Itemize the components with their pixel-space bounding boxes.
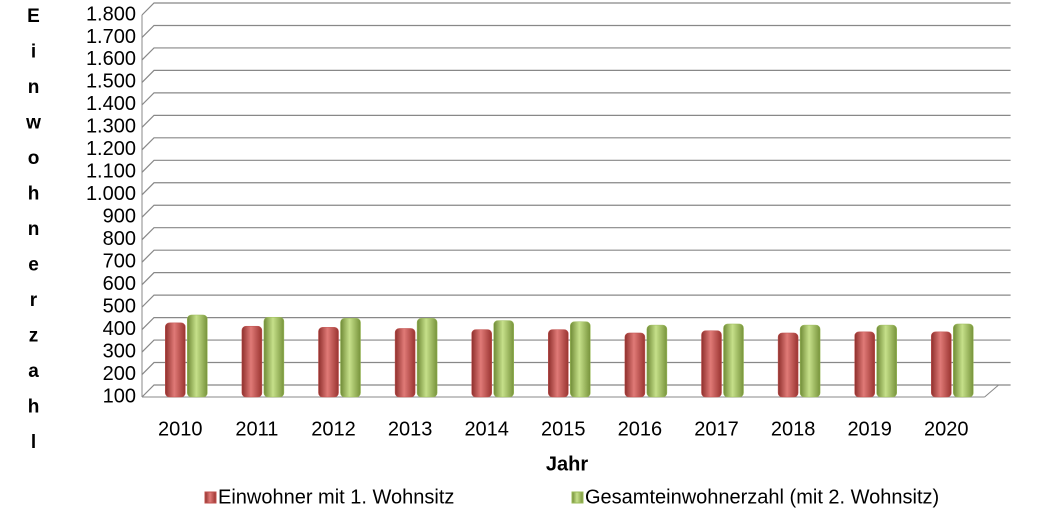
x-axis-title: Jahr xyxy=(546,453,588,475)
y-tick-label: 900 xyxy=(103,206,136,228)
legend-label: Einwohner mit 1. Wohnsitz xyxy=(218,486,454,508)
grid-line xyxy=(141,182,1011,196)
grid-line xyxy=(141,114,1011,128)
x-tick-label: 2020 xyxy=(924,418,969,440)
grid-line xyxy=(141,24,1011,38)
y-tick-label: 500 xyxy=(103,295,136,317)
bar xyxy=(723,323,744,398)
y-tick-label: 1.000 xyxy=(86,183,136,205)
bar xyxy=(165,322,186,398)
x-tick-label: 2018 xyxy=(771,418,816,440)
x-tick-label: 2017 xyxy=(694,418,739,440)
x-tick-label: 2015 xyxy=(541,418,586,440)
y-axis-title: Einwohnerzahl xyxy=(23,6,44,468)
bar xyxy=(263,316,285,398)
grid-line xyxy=(141,69,1011,83)
bar xyxy=(931,331,952,398)
y-tick-label: 400 xyxy=(103,318,136,340)
bar xyxy=(799,324,821,398)
bar xyxy=(394,328,416,398)
bar xyxy=(241,325,263,398)
bar xyxy=(493,320,514,398)
legend-swatch xyxy=(571,491,584,504)
bar xyxy=(777,332,799,398)
y-tick-label: 1.600 xyxy=(86,48,136,70)
y-tick-label: 1.800 xyxy=(86,3,136,25)
bar xyxy=(318,327,339,398)
x-tick-label: 2016 xyxy=(618,418,663,440)
x-tick-label: 2010 xyxy=(158,418,203,440)
grid-line xyxy=(141,204,1011,218)
bar xyxy=(340,318,361,398)
y-tick-label: 100 xyxy=(103,385,136,407)
y-tick-label: 300 xyxy=(103,340,136,362)
bar xyxy=(701,330,722,398)
y-tick-label: 1.200 xyxy=(86,138,136,160)
grid-line xyxy=(141,47,1011,61)
axis-line xyxy=(984,384,999,398)
bar xyxy=(471,329,492,398)
y-tick-label: 800 xyxy=(103,228,136,250)
grid-line xyxy=(141,92,1011,106)
legend-label: Gesamteinwohnerzahl (mit 2. Wohnsitz) xyxy=(585,486,939,508)
y-tick-label: 600 xyxy=(103,273,136,295)
bar xyxy=(548,329,569,398)
bar xyxy=(416,318,438,398)
y-tick-label: 1.500 xyxy=(86,71,136,93)
bar xyxy=(854,331,875,398)
x-tick-label: 2011 xyxy=(235,418,278,440)
x-tick-label: 2013 xyxy=(388,418,433,440)
y-tick-label: 700 xyxy=(103,250,136,272)
bar xyxy=(876,324,897,398)
y-tick-label: 1.100 xyxy=(86,161,136,183)
bar xyxy=(570,321,591,398)
x-tick-label: 2014 xyxy=(464,418,509,440)
bar xyxy=(646,324,668,398)
bar xyxy=(624,332,646,398)
grid-line xyxy=(141,159,1011,173)
legend-swatch xyxy=(204,491,217,504)
grid-line xyxy=(141,227,1011,241)
bar xyxy=(953,323,974,398)
grid-line xyxy=(141,137,1011,151)
y-tick-label: 1.400 xyxy=(86,93,136,115)
y-tick-label: 1.700 xyxy=(86,26,136,48)
bar xyxy=(187,314,208,398)
grid-line xyxy=(141,316,1011,331)
grid-line xyxy=(141,294,1011,308)
grid-line xyxy=(141,249,1011,263)
grid-line xyxy=(141,272,1011,286)
x-tick-label: 2019 xyxy=(847,418,892,440)
y-tick-label: 1.300 xyxy=(86,116,136,138)
x-tick-label: 2012 xyxy=(311,418,356,440)
y-tick-label: 200 xyxy=(103,363,136,385)
grid-line xyxy=(141,2,1011,16)
